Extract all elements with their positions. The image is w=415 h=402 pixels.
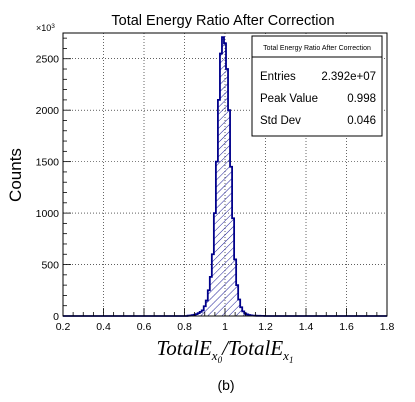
histogram-bin — [201, 310, 204, 316]
histogram-bin — [203, 306, 206, 316]
x-tick-label: 1.4 — [299, 321, 314, 333]
x-tick-label: 0.8 — [177, 321, 192, 333]
stats-entries-label: Entries — [260, 71, 296, 83]
y-tick-label: 2500 — [36, 54, 60, 66]
histogram-bin — [213, 213, 216, 316]
y-tick-label: 0 — [53, 311, 59, 323]
histogram-bin — [195, 314, 198, 316]
stats-entries-value: 2.392e+07 — [321, 71, 376, 83]
y-tick-labels: 0 500 1000 1500 2000 2500 — [36, 54, 60, 323]
histogram-bin — [217, 99, 220, 317]
stats-box: Total Energy Ratio After Correction Entr… — [251, 35, 383, 137]
y-tick-label: 1500 — [36, 157, 60, 169]
histogram-bin — [215, 161, 218, 316]
histogram-bin — [232, 218, 235, 316]
x-tick-label: 1.2 — [258, 321, 273, 333]
x-tick-label: 1.8 — [380, 321, 395, 333]
x-tick-label: 0.2 — [56, 321, 71, 333]
histogram-bin — [242, 311, 245, 316]
histogram-bin — [236, 285, 239, 316]
x-axis-label: TotalEx0/TotalEx1 — [157, 336, 294, 365]
histogram-bin — [228, 110, 231, 316]
histogram-bin — [223, 43, 227, 317]
histogram-bin — [207, 290, 210, 316]
stats-box-frame — [251, 35, 383, 137]
histogram-bin — [238, 299, 241, 316]
histogram-bin — [240, 307, 243, 316]
x-tick-label: 0.6 — [137, 321, 152, 333]
stats-peak-label: Peak Value — [260, 93, 318, 105]
y-tick-label: 500 — [41, 260, 59, 272]
y-tick-label: 1000 — [36, 208, 60, 220]
chart-title: Total Energy Ratio After Correction — [111, 13, 334, 29]
figure-caption: (b) — [217, 377, 234, 393]
histogram-bin — [199, 311, 202, 316]
histogram-outline — [63, 36, 387, 317]
stats-box-title: Total Energy Ratio After Correction — [263, 45, 371, 52]
histogram-bin — [230, 166, 233, 316]
histogram-bin — [205, 300, 208, 316]
y-tick-label: 2000 — [36, 105, 60, 117]
stats-stddev-value: 0.046 — [347, 115, 376, 127]
x-tick-labels: 0.2 0.4 0.6 0.8 1 1.2 1.4 1.6 1.8 — [56, 321, 395, 333]
histogram-bin — [221, 37, 224, 316]
histogram-bin — [211, 254, 214, 316]
x-tick-label: 1 — [222, 321, 228, 333]
histogram-bin — [226, 69, 229, 316]
y-axis-label: Counts — [6, 148, 25, 202]
histogram-bin — [209, 276, 212, 316]
stats-stddev-label: Std Dev — [260, 115, 301, 127]
y-multiplier: ×103 — [36, 23, 55, 33]
histogram-bin — [219, 53, 222, 316]
histogram-bars — [63, 36, 387, 317]
x-tick-label: 0.4 — [96, 321, 111, 333]
histogram-bin — [197, 313, 200, 316]
histogram-bin — [234, 259, 237, 316]
x-tick-label: 1.6 — [339, 321, 354, 333]
axis-ticks — [62, 37, 388, 317]
stats-peak-value: 0.998 — [347, 93, 376, 105]
